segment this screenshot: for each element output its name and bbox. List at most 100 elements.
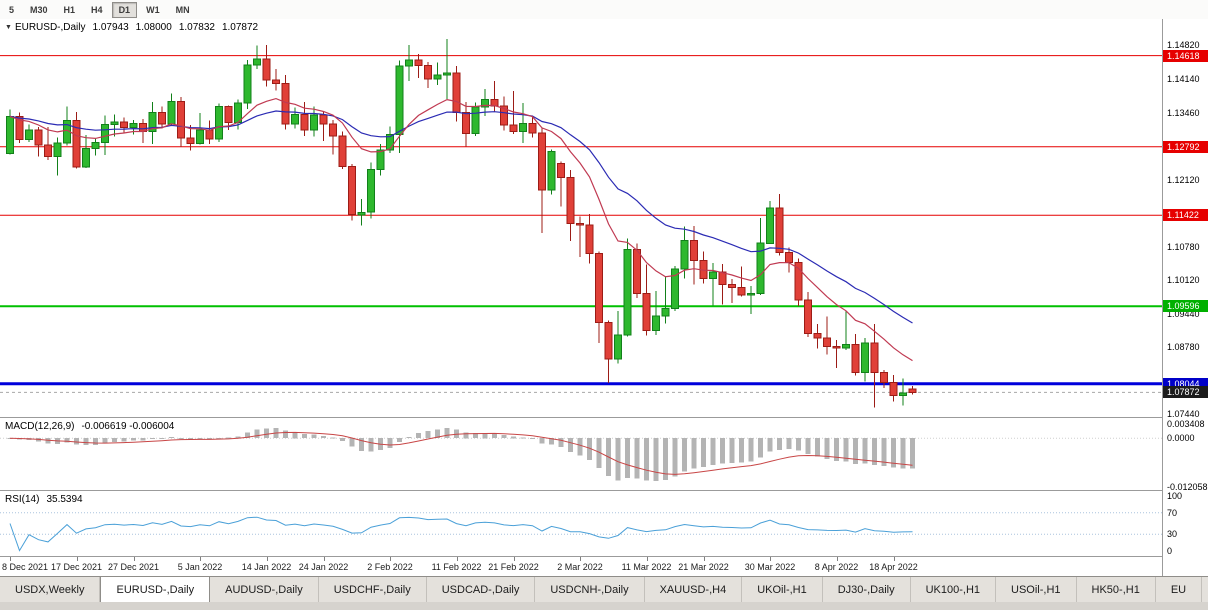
price-level-badge: 1.12792 <box>1163 140 1208 153</box>
price-axis-tick: 1.10120 <box>1167 275 1200 286</box>
time-axis-label: 5 Jan 2022 <box>177 562 223 572</box>
macd-histogram <box>7 428 915 481</box>
price-axis[interactable]: 1.14820 1.14140 1.13460 1.12120 1.10780 1.101… <box>1162 19 1208 576</box>
price-axis-tick: 1.12120 <box>1167 175 1200 186</box>
symbol-tab[interactable]: USDX,Weekly <box>0 577 101 603</box>
price-level-badge: 1.14618 <box>1163 49 1208 62</box>
symbol-tab[interactable]: DJ30-,Daily <box>823 577 911 603</box>
candlestick-chart <box>0 19 1163 417</box>
macd-chart <box>0 418 1163 490</box>
macd-axis-label: 0.003408 <box>1167 419 1205 430</box>
time-axis-tick <box>893 557 895 561</box>
support-resistance-lines <box>0 55 1163 393</box>
time-axis-label: 27 Dec 2021 <box>107 562 160 572</box>
time-axis-label: 24 Jan 2022 <box>298 562 349 572</box>
time-axis-label: 21 Feb 2022 <box>488 562 539 572</box>
time-axis-label: 30 Mar 2022 <box>744 562 796 572</box>
timeframe-button-m30[interactable]: M30 <box>23 2 55 18</box>
symbol-tab[interactable]: EURUSD-,Daily <box>100 577 211 603</box>
price-level-badge: 1.07872 <box>1163 386 1208 399</box>
rsi-chart <box>0 491 1163 556</box>
price-axis-tick: 1.08780 <box>1167 342 1200 353</box>
time-axis-tick <box>770 557 771 561</box>
time-axis-tick <box>646 557 648 561</box>
chart-dropdown-icon[interactable]: ▼ <box>5 24 12 31</box>
time-axis-tick <box>76 557 78 561</box>
price-axis-tick: 1.14140 <box>1167 74 1200 85</box>
macd-header: MACD(12,26,9) -0.006619 -0.006004 <box>5 421 174 432</box>
symbol-tab[interactable]: USDCNH-,Daily <box>535 577 645 603</box>
panel-splitter[interactable] <box>0 490 1208 491</box>
price-level-badge: 1.09596 <box>1163 300 1208 313</box>
chart-title: ▼ EURUSD-,Daily 1.07943 1.08000 1.07832 1.078… <box>5 22 258 33</box>
ma-fast-line <box>9 97 913 362</box>
time-axis-tick <box>390 557 391 561</box>
timeframe-button-h1[interactable]: H1 <box>57 2 83 18</box>
macd-axis-label: 0.0000 <box>1167 433 1195 444</box>
symbol-tab[interactable]: AUDUSD-,Daily <box>210 577 319 603</box>
rsi-line <box>9 516 913 552</box>
macd-axis-label: -0.012058 <box>1167 481 1208 492</box>
chart-symbol-period: EURUSD-,Daily <box>14 22 86 33</box>
price-axis-tick: 1.13460 <box>1167 108 1200 119</box>
symbol-tab[interactable]: UKOil-,H1 <box>742 577 823 603</box>
rsi-axis-label: 0 <box>1167 545 1173 556</box>
symbol-tab[interactable]: USOil-,H1 <box>996 577 1077 603</box>
window-bottom-edge <box>0 602 1208 610</box>
time-axis-tick <box>323 557 325 561</box>
symbol-tab[interactable]: USDCAD-,Daily <box>427 577 536 603</box>
time-axis-tick <box>200 557 201 561</box>
time-axis-label: 2 Feb 2022 <box>367 562 413 572</box>
symbol-tab[interactable]: UK100-,H1 <box>911 577 997 603</box>
time-axis-label: 8 Dec 2021 <box>2 562 49 572</box>
macd-values: -0.006619 -0.006004 <box>81 421 175 432</box>
ohlc-low: 1.07832 <box>178 22 215 33</box>
rsi-label: RSI(14) <box>5 494 40 505</box>
macd-label: MACD(12,26,9) <box>5 421 75 432</box>
time-axis-tick <box>10 557 11 561</box>
time-axis-label: 11 Feb 2022 <box>431 562 482 572</box>
price-axis-tick: 1.07440 <box>1167 409 1200 419</box>
rsi-axis-label: 30 <box>1167 529 1178 540</box>
timeframe-toolbar: 5 M30 H1 H4 D1 W1 MN <box>0 0 1208 20</box>
price-axis-tick: 1.10780 <box>1167 242 1200 253</box>
timeframe-button-w1[interactable]: W1 <box>139 2 167 18</box>
symbol-tab[interactable]: EU <box>1156 577 1203 603</box>
time-axis-tick <box>580 557 581 561</box>
time-axis-label: 17 Dec 2021 <box>50 562 103 572</box>
ohlc-high: 1.08000 <box>135 22 172 33</box>
timeframe-button-d1[interactable]: D1 <box>111 1 138 18</box>
symbol-tab[interactable]: USDCHF-,Daily <box>319 577 427 603</box>
time-axis-label: 2 Mar 2022 <box>557 562 603 572</box>
time-axis[interactable]: 8 Dec 2021 17 Dec 2021 27 Dec 2021 5 Jan 20… <box>0 556 1163 577</box>
timeframe-button-mn[interactable]: MN <box>169 2 197 18</box>
time-axis-label: 21 Mar 2022 <box>678 562 729 572</box>
symbol-tab-bar: USDX,Weekly EURUSD-,Daily AUDUSD-,Daily USD… <box>0 576 1208 603</box>
candlesticks <box>6 39 917 408</box>
rsi-axis-label: 70 <box>1167 507 1178 518</box>
time-axis-label: 8 Apr 2022 <box>814 562 859 572</box>
time-axis-tick <box>456 557 458 561</box>
timeframe-button-h4[interactable]: H4 <box>84 2 110 18</box>
ohlc-open: 1.07943 <box>92 22 129 33</box>
time-axis-tick <box>836 557 838 561</box>
rsi-value: 35.5394 <box>46 494 83 505</box>
time-axis-tick <box>133 557 135 561</box>
symbol-tab[interactable]: XAUUSD-,H4 <box>645 577 743 603</box>
macd-panel[interactable]: MACD(12,26,9) -0.006619 -0.006004 <box>0 418 1163 490</box>
ohlc-close: 1.07872 <box>221 22 259 33</box>
time-axis-tick <box>513 557 515 561</box>
symbol-tab[interactable]: HK50-,H1 <box>1077 577 1156 603</box>
time-axis-tick <box>703 557 705 561</box>
rsi-panel[interactable]: RSI(14) 35.5394 <box>0 491 1163 556</box>
timeframe-button-5[interactable]: 5 <box>2 2 21 18</box>
time-axis-tick <box>266 557 268 561</box>
time-axis-label: 18 Apr 2022 <box>869 562 918 572</box>
price-chart-panel[interactable]: ▼ EURUSD-,Daily 1.07943 1.08000 1.07832 1.078… <box>0 19 1163 417</box>
price-level-badge: 1.11422 <box>1163 209 1208 222</box>
panel-splitter[interactable] <box>0 417 1208 418</box>
price-axis-tick: 1.14820 <box>1167 40 1200 51</box>
time-axis-label: 11 Mar 2022 <box>621 562 672 572</box>
macd-signal-line <box>9 431 913 475</box>
